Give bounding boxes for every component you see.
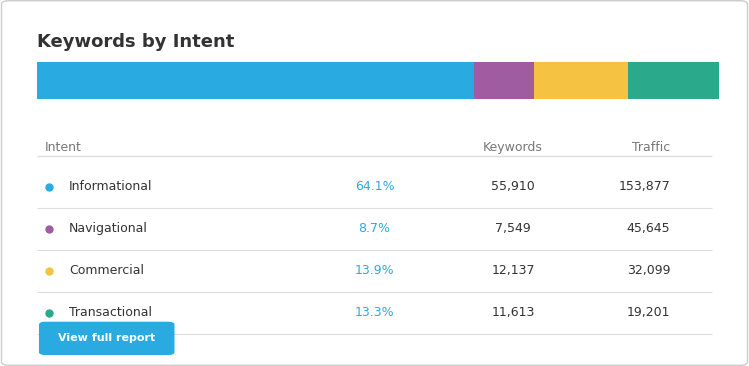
Text: 64.1%: 64.1% (355, 180, 394, 193)
Text: 11,613: 11,613 (491, 306, 535, 320)
Text: 32,099: 32,099 (627, 264, 670, 277)
Text: 7,549: 7,549 (495, 222, 531, 235)
FancyBboxPatch shape (39, 322, 175, 355)
Text: 13.3%: 13.3% (355, 306, 394, 320)
Text: 12,137: 12,137 (491, 264, 535, 277)
FancyBboxPatch shape (474, 62, 533, 99)
Text: Keywords: Keywords (483, 141, 543, 154)
Text: 19,201: 19,201 (627, 306, 670, 320)
Text: Keywords by Intent: Keywords by Intent (37, 33, 235, 51)
Text: 13.9%: 13.9% (355, 264, 394, 277)
Text: View full report: View full report (58, 333, 155, 343)
Text: 45,645: 45,645 (627, 222, 670, 235)
Text: Intent: Intent (45, 141, 82, 154)
Text: Traffic: Traffic (632, 141, 670, 154)
Text: Informational: Informational (69, 180, 152, 193)
FancyBboxPatch shape (628, 62, 719, 99)
Text: 8.7%: 8.7% (359, 222, 390, 235)
Text: Commercial: Commercial (69, 264, 144, 277)
Text: Navigational: Navigational (69, 222, 148, 235)
Text: 153,877: 153,877 (619, 180, 670, 193)
Text: 55,910: 55,910 (491, 180, 535, 193)
FancyBboxPatch shape (37, 62, 474, 99)
Text: Transactional: Transactional (69, 306, 152, 320)
FancyBboxPatch shape (533, 62, 628, 99)
